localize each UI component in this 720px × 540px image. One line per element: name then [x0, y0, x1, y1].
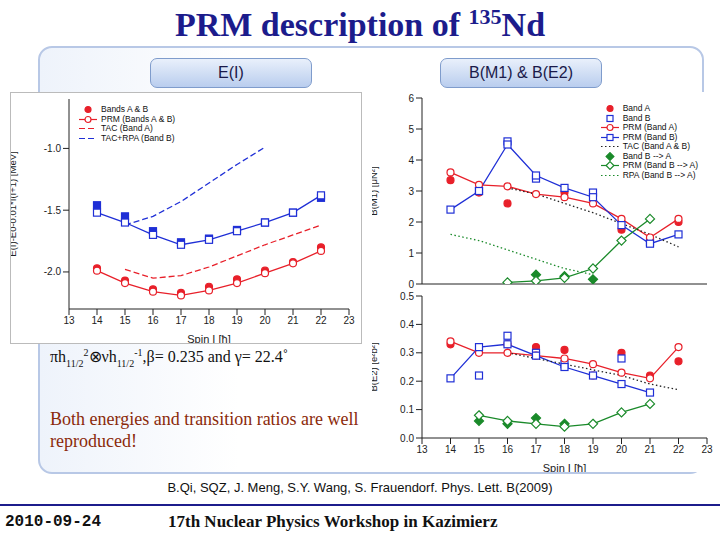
- svg-text:-2.0: -2.0: [44, 266, 62, 277]
- svg-text:18: 18: [203, 315, 215, 326]
- svg-text:17: 17: [530, 444, 542, 455]
- svg-text:20: 20: [616, 444, 628, 455]
- html-text:πh11/2: πh11/2: [50, 348, 84, 369]
- svg-text:0.0: 0.0: [400, 433, 414, 444]
- svg-text:-1.0: -1.0: [44, 143, 62, 154]
- svg-text:0: 0: [408, 279, 414, 290]
- html-text:Band B: Band B: [622, 112, 651, 123]
- html-text:B.Qi, SQZ, J. Meng, S.Y. Wang,: B.Qi, SQZ, J. Meng, S.Y. Wang, S. Frauen…: [167, 480, 553, 495]
- svg-text:Spin I [ħ]: Spin I [ħ]: [543, 462, 586, 472]
- svg-text:2: 2: [408, 217, 414, 228]
- svg-text:13: 13: [416, 444, 428, 455]
- html-text:B(M1) & B(E2): B(M1) & B(E2): [469, 64, 573, 81]
- html-text:E(I): E(I): [218, 64, 244, 81]
- html-text:2010-09-24: 2010-09-24: [5, 513, 101, 531]
- svg-text:Spin I [ħ]: Spin I [ħ]: [187, 333, 230, 343]
- svg-text:22: 22: [315, 315, 327, 326]
- svg-text:23: 23: [343, 315, 355, 326]
- html-text:RPA (Band B --> A): RPA (Band B --> A): [622, 169, 696, 180]
- html-text:TAC+RPA (Band B): TAC+RPA (Band B): [101, 132, 175, 143]
- svg-text:19: 19: [587, 444, 599, 455]
- svg-text:16: 16: [502, 444, 514, 455]
- html-text:Band B --> A: Band B --> A: [622, 150, 672, 161]
- svg-text:0.4: 0.4: [400, 319, 414, 330]
- svg-text:14: 14: [445, 444, 457, 455]
- svg-text:5: 5: [408, 124, 414, 135]
- html-text:17th Nuclear Physics Workshop: 17th Nuclear Physics Workshop in Kazimie…: [168, 512, 498, 531]
- html-text:Bands A & B: Bands A & B: [101, 104, 149, 114]
- svg-text:16: 16: [147, 315, 159, 326]
- svg-text:17: 17: [175, 315, 187, 326]
- html-text:TAC (Band A & B): TAC (Band A & B): [622, 141, 691, 151]
- svg-text:-1.5: -1.5: [44, 205, 62, 216]
- html-text:-1,β= 0.235 and γ= 22.4˚: -1,β= 0.235 and γ= 22.4˚: [134, 347, 289, 366]
- svg-text:18: 18: [559, 444, 571, 455]
- svg-text:E(I)-E0-0.01*I(I+1) [MeV]: E(I)-E0-0.01*I(I+1) [MeV]: [11, 151, 18, 256]
- svg-text:13: 13: [63, 315, 75, 326]
- svg-text:15: 15: [119, 315, 131, 326]
- svg-text:19: 19: [231, 315, 243, 326]
- svg-text:0.2: 0.2: [400, 376, 414, 387]
- html-text:PRM (Band B --> A): PRM (Band B --> A): [622, 160, 698, 170]
- html-text:Band A: Band A: [622, 103, 651, 113]
- svg-text:22: 22: [673, 444, 685, 455]
- svg-text:0.1: 0.1: [400, 404, 414, 415]
- svg-text:23: 23: [701, 444, 712, 455]
- html-text:PRM (Band A): PRM (Band A): [622, 122, 677, 132]
- svg-text:6: 6: [408, 93, 414, 104]
- svg-text:B(M1) [μN²]: B(M1) [μN²]: [372, 166, 379, 215]
- svg-text:B(E2) [e²b²]: B(E2) [e²b²]: [372, 342, 379, 391]
- svg-text:4: 4: [408, 155, 414, 166]
- svg-text:21: 21: [644, 444, 656, 455]
- svg-text:14: 14: [91, 315, 103, 326]
- html-text:PRM (Bands A & B): PRM (Bands A & B): [101, 113, 176, 124]
- html-text:Both energies and transition r: Both energies and transition ratios are …: [50, 409, 359, 451]
- html-text:2⊗νh11/2: 2⊗νh11/2: [83, 347, 135, 369]
- svg-text:1: 1: [408, 248, 414, 259]
- html-text:PRM (Band B): PRM (Band B): [622, 131, 678, 142]
- svg-text:0.5: 0.5: [400, 292, 414, 302]
- svg-text:3: 3: [408, 186, 414, 197]
- svg-text:0.3: 0.3: [400, 347, 414, 358]
- svg-text:20: 20: [259, 315, 271, 326]
- html-text:TAC (Band A): TAC (Band A): [101, 123, 153, 133]
- html-text:PRM description of135Nd: PRM description of135Nd: [174, 4, 546, 44]
- svg-text:21: 21: [287, 315, 299, 326]
- svg-text:15: 15: [473, 444, 485, 455]
